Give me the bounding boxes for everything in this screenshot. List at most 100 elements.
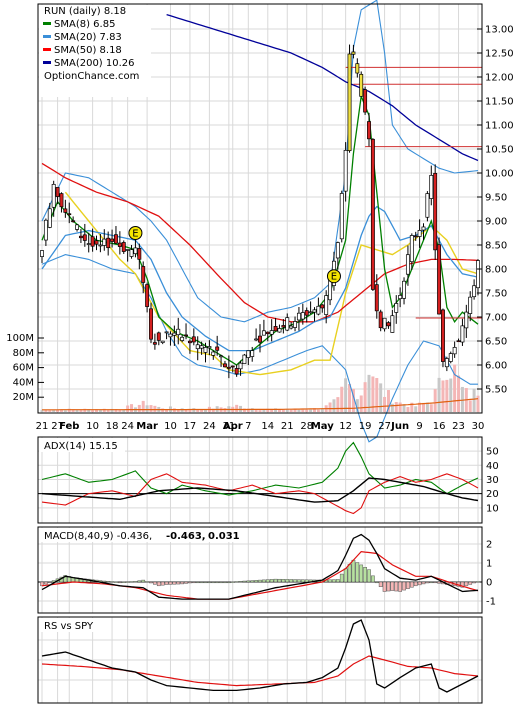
candle-body [316, 305, 321, 315]
macd-histogram-bar [355, 562, 360, 583]
x-tick-label: 17 [184, 421, 197, 432]
macd-histogram-bar [421, 581, 426, 585]
rs-average-line [41, 655, 479, 687]
volume-bar [141, 400, 145, 412]
macd-histogram-bar [184, 581, 188, 584]
candle-body [230, 365, 235, 368]
adx-line [41, 477, 479, 503]
candle-body [121, 242, 126, 252]
rs-panel: RS vs SPY [37, 616, 483, 704]
candle-body [180, 336, 185, 341]
candle-body [285, 317, 290, 331]
volume-bar [355, 399, 359, 412]
earnings-marker [326, 269, 341, 284]
volume-bar [410, 402, 414, 412]
candle-body [273, 326, 278, 332]
candle-body [378, 311, 383, 329]
x-tick-label: 10 [86, 421, 99, 432]
macd-histogram-bar [390, 581, 395, 591]
volume-bar [165, 408, 169, 412]
macd-histogram-bar [336, 579, 340, 583]
volume-bar [52, 410, 56, 412]
x-tick-label: 23 [452, 421, 465, 432]
macd-histogram-bar [437, 581, 441, 584]
macd-histogram-bar [262, 579, 266, 583]
macd-histogram-bar [254, 580, 258, 583]
volume-bar [44, 409, 48, 412]
macd-legend-background [39, 528, 239, 542]
volume-bar [153, 405, 157, 412]
candle-body [351, 51, 356, 55]
macd-histogram-bar [386, 581, 391, 592]
candle-body [226, 366, 231, 369]
candle-body [195, 344, 200, 350]
volume-bar [301, 409, 305, 412]
candle-body [238, 362, 243, 370]
price-tick-label: 12.50 [485, 49, 514, 60]
candle-body [367, 121, 371, 140]
candle-body [187, 340, 192, 344]
adx-frame [37, 436, 483, 524]
volume-bar [340, 386, 344, 412]
candle-body [156, 332, 161, 341]
macd-histogram-bar [47, 581, 52, 584]
candle-body [328, 280, 333, 301]
macd-histogram-bar [476, 581, 480, 583]
volume-bar [344, 378, 348, 412]
candle-body [199, 345, 204, 349]
volume-bar [437, 377, 441, 412]
macd-histogram-bar [250, 580, 255, 583]
candle-body [476, 260, 480, 289]
volume-bar [375, 377, 379, 412]
macd-histogram-bar [409, 581, 414, 588]
candle-body [355, 63, 360, 74]
macd-histogram-bar [160, 581, 165, 586]
volume-bar [204, 409, 207, 412]
volume-bar [402, 404, 406, 412]
macd-histogram-bar [219, 581, 223, 584]
volume-bar [406, 407, 410, 412]
x-tick-label: 7 [245, 421, 251, 432]
price-tick-label: 10.00 [485, 169, 514, 180]
adx-tick-label: 40 [486, 461, 499, 472]
volume-bar [305, 409, 309, 412]
bollinger-upper-line [41, 0, 479, 323]
overlay-yellow-line [64, 191, 479, 376]
volume-bar [235, 404, 239, 412]
candle-body [106, 237, 111, 249]
macd-histogram-bar [227, 581, 231, 584]
candle-body [78, 235, 83, 239]
macd-histogram-bar [168, 581, 173, 585]
candle-body [133, 247, 138, 254]
price-tick-label: 10.50 [485, 145, 514, 156]
legend-entry: SMA(50) 8.18 [54, 45, 122, 56]
candle-body [472, 285, 477, 298]
macd-histogram-bar [413, 581, 418, 587]
macd-histogram-bar [195, 581, 200, 584]
candle-body [300, 312, 305, 320]
macd-frame [37, 526, 483, 614]
adx-tick-label: 30 [486, 475, 499, 486]
candle-body [456, 340, 461, 343]
price-tick-label: 6.50 [485, 337, 507, 348]
candle-body [359, 73, 364, 97]
candle-body [137, 248, 142, 260]
volume-bar [102, 408, 106, 412]
candle-body [211, 351, 216, 356]
candle-body [441, 309, 445, 362]
macd-histogram-bar [110, 581, 114, 583]
macd-histogram-bar [180, 581, 184, 585]
macd-histogram-bar [378, 581, 383, 587]
candle-body [293, 321, 297, 328]
candle-body [261, 330, 266, 336]
rs-frame [37, 616, 483, 704]
candle-body [219, 355, 224, 358]
volume-bar [242, 408, 246, 412]
macd-histogram-bar [145, 581, 149, 583]
macd-tick-label: 0 [486, 578, 492, 589]
macd-legend-histogram: 0.031 [208, 531, 240, 542]
volume-bar [67, 408, 71, 412]
macd-histogram-bar [359, 564, 364, 583]
price-tick-label: 5.50 [485, 385, 507, 396]
candle-body [452, 347, 457, 355]
